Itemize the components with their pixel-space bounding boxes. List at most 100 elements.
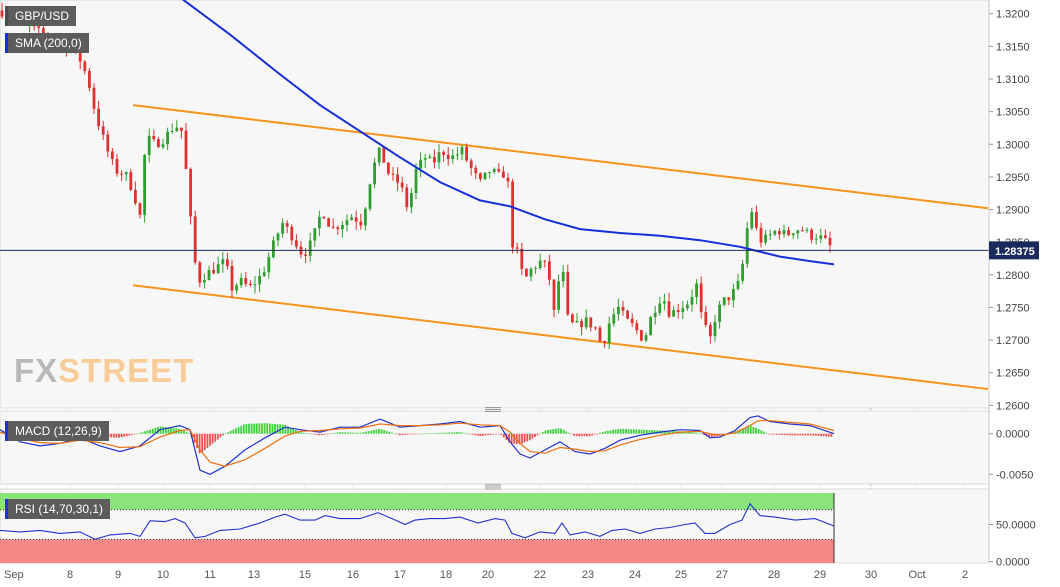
candle-body xyxy=(318,216,321,229)
time-axis-label: 2 xyxy=(962,569,968,581)
macd-histogram-bar xyxy=(562,429,565,434)
macd-histogram-bar xyxy=(346,432,349,434)
macd-histogram-bar xyxy=(586,433,588,437)
pane-background xyxy=(0,410,990,485)
candle-body xyxy=(258,276,261,285)
macd-histogram-bar xyxy=(495,433,497,435)
macd-histogram-bar xyxy=(123,433,126,437)
time-axis-label: 15 xyxy=(299,569,311,581)
candle-body xyxy=(607,323,611,343)
macd-histogram-bar xyxy=(521,433,523,444)
candle-body xyxy=(778,231,781,235)
macd-histogram-bar xyxy=(305,433,308,434)
price-axis-label: 1.3200 xyxy=(996,9,1030,21)
candle-body xyxy=(713,321,717,337)
macd-histogram-bar xyxy=(115,433,118,438)
macd-histogram-bar xyxy=(765,432,768,434)
macd-histogram-bar xyxy=(710,433,713,438)
candle-body xyxy=(805,229,809,231)
macd-histogram-bar xyxy=(292,428,295,434)
instrument-label[interactable]: GBP/USD xyxy=(5,6,77,26)
channel-lines xyxy=(132,104,989,391)
macd-axis-label: 0.0000 xyxy=(996,429,1030,441)
rsi-legend[interactable]: RSI (14,70,30,1) xyxy=(5,499,111,519)
macd-legend[interactable]: MACD (12,26,9) xyxy=(5,421,109,441)
candle-body xyxy=(400,182,404,188)
macd-histogram-bar xyxy=(588,433,591,437)
macd-histogram-bar xyxy=(573,433,575,436)
candle-body xyxy=(216,264,220,274)
candle-body xyxy=(736,280,740,289)
sma-legend[interactable]: SMA (200,0) xyxy=(5,33,89,53)
candle-body xyxy=(180,127,183,131)
macd-histogram-bar xyxy=(362,432,365,434)
candle-body xyxy=(166,131,169,145)
candle-body xyxy=(341,225,344,230)
macd-histogram-bar xyxy=(645,429,648,434)
last-price-badge xyxy=(989,241,1039,260)
rsi-zones xyxy=(0,493,835,563)
macd-histogram-bar xyxy=(310,433,313,435)
candle-body xyxy=(515,247,519,249)
macd-histogram-bar xyxy=(752,426,755,434)
macd-histogram-bar xyxy=(341,432,344,434)
macd-histogram-bar xyxy=(162,426,165,434)
macd-histogram-bar xyxy=(565,431,568,434)
macd-histogram-bar xyxy=(648,430,651,434)
candle-body xyxy=(810,229,813,240)
candle-body xyxy=(824,235,827,238)
candle-body xyxy=(750,212,754,229)
candle-body xyxy=(221,259,225,265)
candle-body xyxy=(548,261,551,280)
macd-histogram-bar xyxy=(492,433,495,435)
candle-body xyxy=(787,230,790,236)
macd-histogram-bar xyxy=(799,433,802,436)
macd-histogram-bar xyxy=(627,429,630,434)
macd-histogram-bar xyxy=(539,433,542,435)
macd-histogram-bar xyxy=(352,432,354,434)
macd-histogram-bar xyxy=(638,429,640,434)
time-axis-label: 9 xyxy=(115,569,121,581)
candle-body xyxy=(695,283,698,297)
macd-histogram-bar xyxy=(796,433,799,436)
macd-histogram-bar xyxy=(359,432,362,434)
candle-body xyxy=(690,296,694,305)
macd-histogram-bar xyxy=(448,432,451,434)
rsi-legend-label: RSI (14,70,30,1) xyxy=(15,502,104,516)
candle-body xyxy=(230,265,234,291)
macd-histogram-bar xyxy=(817,433,820,436)
candle-body xyxy=(391,173,395,175)
macd-histogram-bar xyxy=(747,426,750,434)
channel-line xyxy=(132,284,989,391)
macd-histogram-bar xyxy=(523,433,526,443)
candle-body xyxy=(640,330,643,341)
candle-body xyxy=(663,301,666,304)
pane-resize-handles[interactable] xyxy=(485,407,501,490)
candle-body xyxy=(718,304,721,322)
candle-body xyxy=(446,154,450,159)
candle-body xyxy=(488,171,491,173)
price-axis-label: 1.3100 xyxy=(996,74,1030,86)
candle-body xyxy=(437,152,441,163)
macd-histogram-bar xyxy=(809,433,812,436)
candle-body xyxy=(120,173,123,175)
macd-histogram-bar xyxy=(229,430,232,434)
candle-body xyxy=(239,278,243,286)
macd-histogram-bar xyxy=(775,433,778,435)
candle-body xyxy=(676,310,680,313)
macd-histogram-bar xyxy=(349,432,352,434)
candle-body xyxy=(336,227,340,230)
candle-body xyxy=(557,281,560,310)
sma-line xyxy=(0,0,989,266)
candle-body xyxy=(594,327,597,329)
macd-histogram-bar xyxy=(695,432,698,434)
candle-body xyxy=(741,263,744,281)
macd-histogram-bar xyxy=(388,431,391,434)
macd-histogram-bar xyxy=(528,433,531,441)
candle-body xyxy=(814,238,818,240)
candle-body xyxy=(727,297,731,301)
candle-body xyxy=(575,321,579,323)
candle-body xyxy=(134,189,137,204)
macd-histogram-bar xyxy=(320,433,323,436)
candle-body xyxy=(534,267,537,269)
